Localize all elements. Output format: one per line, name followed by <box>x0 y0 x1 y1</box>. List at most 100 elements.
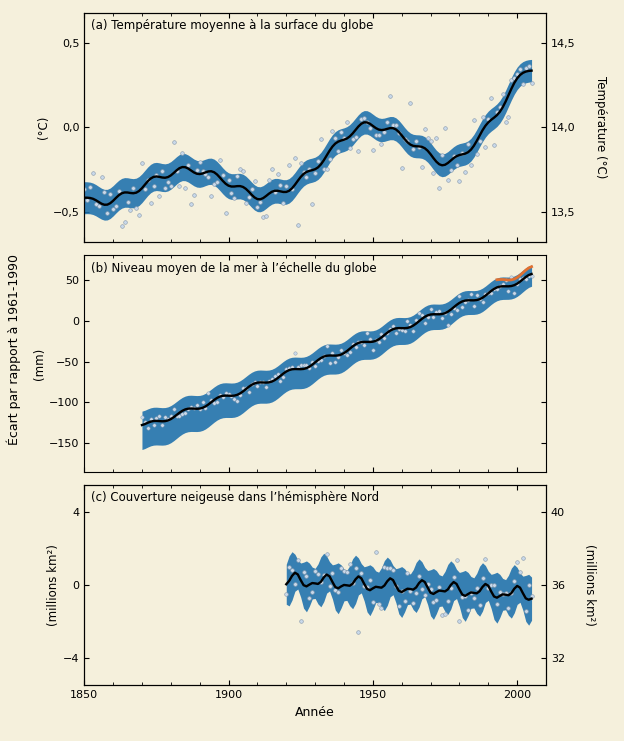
Point <box>88 167 98 179</box>
Point <box>351 562 361 574</box>
Point <box>336 126 346 138</box>
Point <box>244 386 254 398</box>
Point <box>362 328 372 339</box>
Point <box>284 362 294 374</box>
Point <box>414 141 424 153</box>
Point <box>379 561 389 573</box>
Point <box>512 279 522 290</box>
Point <box>227 391 236 402</box>
Point <box>200 168 210 180</box>
Point <box>270 186 280 198</box>
Point <box>117 219 127 231</box>
Point <box>353 627 363 639</box>
Point <box>475 293 485 305</box>
Point <box>322 340 332 352</box>
Point <box>374 130 384 142</box>
Point <box>353 145 363 157</box>
Point <box>200 402 210 413</box>
Point <box>461 591 470 602</box>
Point <box>223 174 233 186</box>
Point <box>276 179 286 191</box>
Point <box>359 112 369 124</box>
Point <box>230 192 240 204</box>
Point <box>507 271 517 283</box>
Point <box>313 355 323 367</box>
Point <box>108 203 118 215</box>
Point <box>287 362 297 373</box>
Point <box>486 288 496 299</box>
Point <box>232 170 242 182</box>
Point <box>500 587 510 599</box>
Point <box>509 288 519 299</box>
Point <box>356 567 366 579</box>
Point <box>484 582 494 594</box>
Point <box>452 554 462 565</box>
Point <box>466 288 476 300</box>
Point <box>348 133 358 145</box>
Point <box>114 185 124 197</box>
Point <box>461 296 470 308</box>
Point <box>172 410 182 422</box>
Point <box>437 609 447 621</box>
Point <box>383 116 392 128</box>
Point <box>339 347 349 359</box>
Point <box>475 135 485 147</box>
Point <box>472 148 482 160</box>
Point <box>512 556 522 568</box>
Point <box>215 389 225 401</box>
Point <box>160 182 170 194</box>
Point <box>172 165 182 176</box>
Y-axis label: (mm): (mm) <box>33 348 46 379</box>
Point <box>507 74 517 86</box>
Point <box>281 364 291 376</box>
Point <box>414 571 424 582</box>
Point <box>477 110 487 122</box>
Point <box>168 136 178 147</box>
Point <box>518 552 528 564</box>
Point <box>463 605 473 617</box>
Point <box>152 169 162 181</box>
Point <box>296 157 306 169</box>
Point <box>299 566 309 578</box>
Point <box>238 382 248 394</box>
Point <box>212 396 222 408</box>
Y-axis label: (millions km²): (millions km²) <box>47 545 60 626</box>
Point <box>449 302 459 314</box>
Point <box>397 162 407 173</box>
X-axis label: Année: Année <box>295 706 335 719</box>
Point <box>527 590 537 602</box>
Point <box>328 347 338 359</box>
Point <box>267 163 277 175</box>
Point <box>296 359 306 370</box>
Point <box>509 574 519 586</box>
Point <box>359 580 369 592</box>
Point <box>457 147 467 159</box>
Point <box>524 60 534 72</box>
Point <box>154 190 164 202</box>
Point <box>198 396 208 408</box>
Point <box>290 348 300 359</box>
Point <box>422 132 432 144</box>
Point <box>319 570 329 582</box>
Point <box>145 196 155 208</box>
Point <box>399 596 409 608</box>
Point <box>437 312 447 324</box>
Point <box>258 376 268 388</box>
Point <box>264 174 274 186</box>
Point <box>293 361 303 373</box>
Point <box>183 403 193 415</box>
Point <box>85 181 95 193</box>
Point <box>339 132 349 144</box>
Point <box>484 113 494 124</box>
Point <box>284 561 294 573</box>
Point <box>299 359 309 371</box>
Point <box>134 209 144 221</box>
Point <box>336 562 346 574</box>
Y-axis label: (millions km²): (millions km²) <box>583 545 596 626</box>
Point <box>168 404 178 416</box>
Point <box>500 274 510 286</box>
Point <box>371 547 381 559</box>
Point <box>449 150 459 162</box>
Point <box>316 354 326 366</box>
Point <box>368 144 378 156</box>
